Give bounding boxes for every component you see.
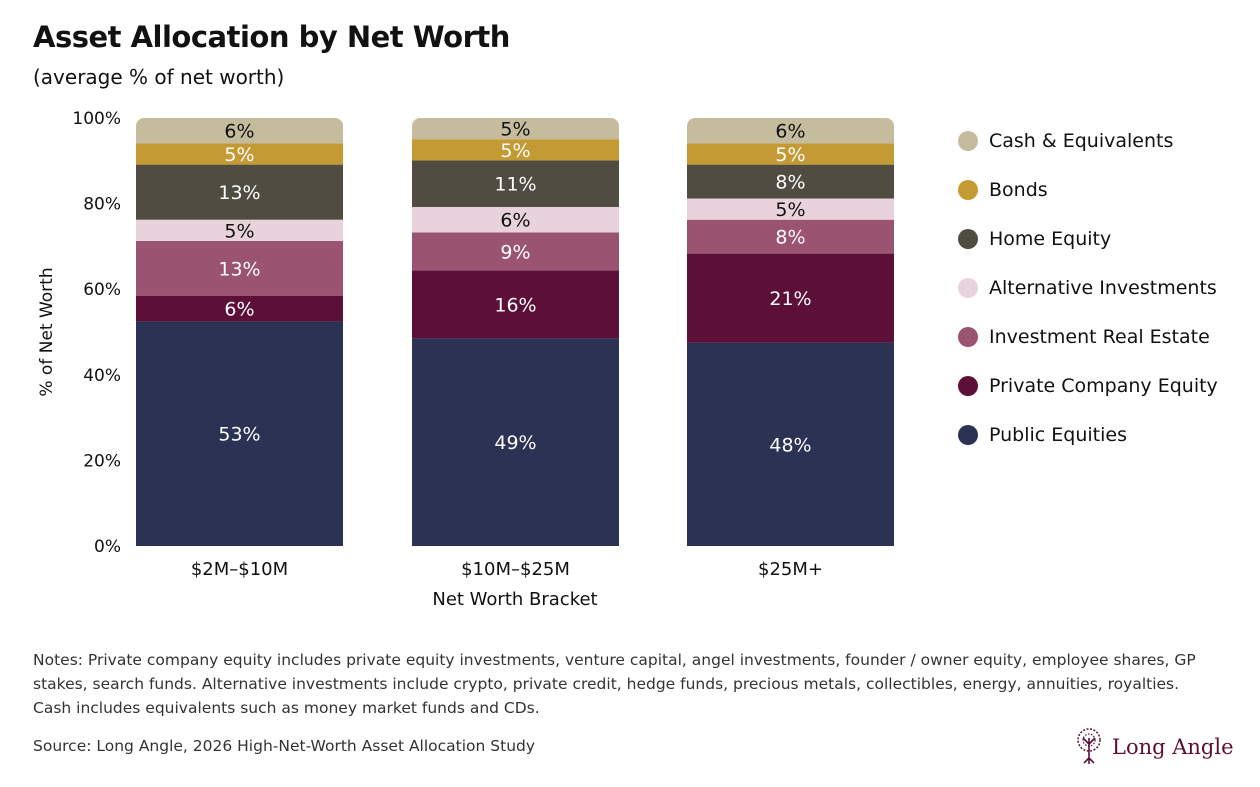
data-label: 53% bbox=[218, 424, 260, 446]
chart-title: Asset Allocation by Net Worth bbox=[33, 20, 510, 54]
source: Source: Long Angle, 2026 High-Net-Worth … bbox=[33, 737, 536, 755]
bar-segment bbox=[687, 164, 894, 199]
x-tick-label: $10M–$25M bbox=[461, 559, 570, 580]
data-label: 5% bbox=[775, 144, 805, 166]
chart-subtitle: (average % of net worth) bbox=[33, 65, 285, 89]
y-tick-label: 100% bbox=[72, 109, 121, 129]
legend-swatch bbox=[958, 228, 978, 249]
data-label: 5% bbox=[224, 144, 254, 166]
bar-segment bbox=[136, 164, 343, 220]
bar-stack bbox=[412, 118, 619, 546]
data-label: 8% bbox=[775, 227, 805, 249]
bar-segment bbox=[412, 206, 619, 233]
bar-segment bbox=[687, 198, 894, 220]
legend-swatch bbox=[958, 179, 978, 200]
x-tick-label: $25M+ bbox=[758, 559, 823, 580]
bar-segment bbox=[687, 143, 894, 165]
bar-segment bbox=[412, 160, 619, 207]
legend-item: Cash & Equivalents bbox=[958, 116, 1218, 165]
bar-segment bbox=[687, 118, 894, 144]
legend: Cash & Equivalents Bonds Home Equity Altern… bbox=[958, 116, 1218, 459]
data-label: 6% bbox=[224, 299, 254, 321]
x-axis-label: Net Worth Bracket bbox=[432, 589, 597, 610]
data-label: 48% bbox=[769, 434, 811, 456]
legend-label: Public Equities bbox=[989, 423, 1127, 446]
bar-segment bbox=[136, 240, 343, 296]
legend-swatch bbox=[958, 130, 978, 151]
data-label: 6% bbox=[775, 121, 805, 143]
bar-stack bbox=[136, 118, 343, 546]
legend-swatch bbox=[958, 424, 978, 445]
legend-label: Investment Real Estate bbox=[989, 325, 1210, 348]
bar-segment bbox=[687, 253, 894, 343]
legend-label: Alternative Investments bbox=[989, 276, 1217, 299]
data-label: 49% bbox=[494, 432, 536, 454]
data-label: 8% bbox=[775, 172, 805, 194]
legend-label: Private Company Equity bbox=[989, 374, 1218, 397]
data-label: 9% bbox=[500, 241, 530, 263]
bar-segment bbox=[412, 270, 619, 339]
legend-swatch bbox=[958, 277, 978, 298]
legend-label: Home Equity bbox=[989, 227, 1112, 250]
long-angle-logo: Long Angle bbox=[1074, 728, 1234, 766]
y-tick-label: 40% bbox=[83, 366, 121, 386]
logo-text: Long Angle bbox=[1112, 735, 1234, 759]
data-label: 13% bbox=[218, 258, 260, 280]
bar-segment bbox=[136, 219, 343, 241]
bar-segment bbox=[412, 139, 619, 161]
legend-item: Alternative Investments bbox=[958, 263, 1218, 312]
x-tick-label: $2M–$10M bbox=[191, 559, 288, 580]
bar-segment bbox=[136, 321, 343, 546]
data-label: 16% bbox=[494, 294, 536, 316]
bar-segment bbox=[136, 143, 343, 165]
legend-item: Home Equity bbox=[958, 214, 1218, 263]
y-tick-label: 80% bbox=[83, 195, 121, 215]
y-tick-label: 20% bbox=[83, 451, 121, 471]
notes: Notes: Private company equity includes p… bbox=[33, 651, 1196, 717]
data-label: 5% bbox=[500, 119, 530, 141]
legend-swatch bbox=[958, 326, 978, 347]
legend-label: Bonds bbox=[989, 178, 1048, 201]
data-label: 21% bbox=[769, 288, 811, 310]
bar-segment bbox=[412, 232, 619, 271]
legend-item: Public Equities bbox=[958, 410, 1218, 459]
bar-segment bbox=[136, 295, 343, 322]
tree-icon bbox=[1077, 728, 1101, 764]
bar-segment bbox=[412, 338, 619, 546]
legend-label: Cash & Equivalents bbox=[989, 129, 1174, 152]
y-tick-label: 0% bbox=[94, 537, 121, 557]
bar-segment bbox=[412, 118, 619, 140]
y-tick-label: 60% bbox=[83, 280, 121, 300]
bar-segment bbox=[687, 342, 894, 546]
bar-stack bbox=[687, 118, 894, 546]
data-label: 6% bbox=[224, 121, 254, 143]
data-label: 11% bbox=[494, 174, 536, 196]
legend-item: Private Company Equity bbox=[958, 361, 1218, 410]
data-label: 6% bbox=[500, 210, 530, 232]
y-axis-label: % of Net Worth bbox=[37, 267, 57, 396]
data-label: 5% bbox=[224, 220, 254, 242]
data-label: 5% bbox=[775, 199, 805, 221]
bar-segment bbox=[687, 219, 894, 254]
bar-segment bbox=[136, 118, 343, 144]
legend-item: Bonds bbox=[958, 165, 1218, 214]
data-label: 13% bbox=[218, 182, 260, 204]
legend-swatch bbox=[958, 375, 978, 396]
legend-item: Investment Real Estate bbox=[958, 312, 1218, 361]
data-label: 5% bbox=[500, 140, 530, 162]
